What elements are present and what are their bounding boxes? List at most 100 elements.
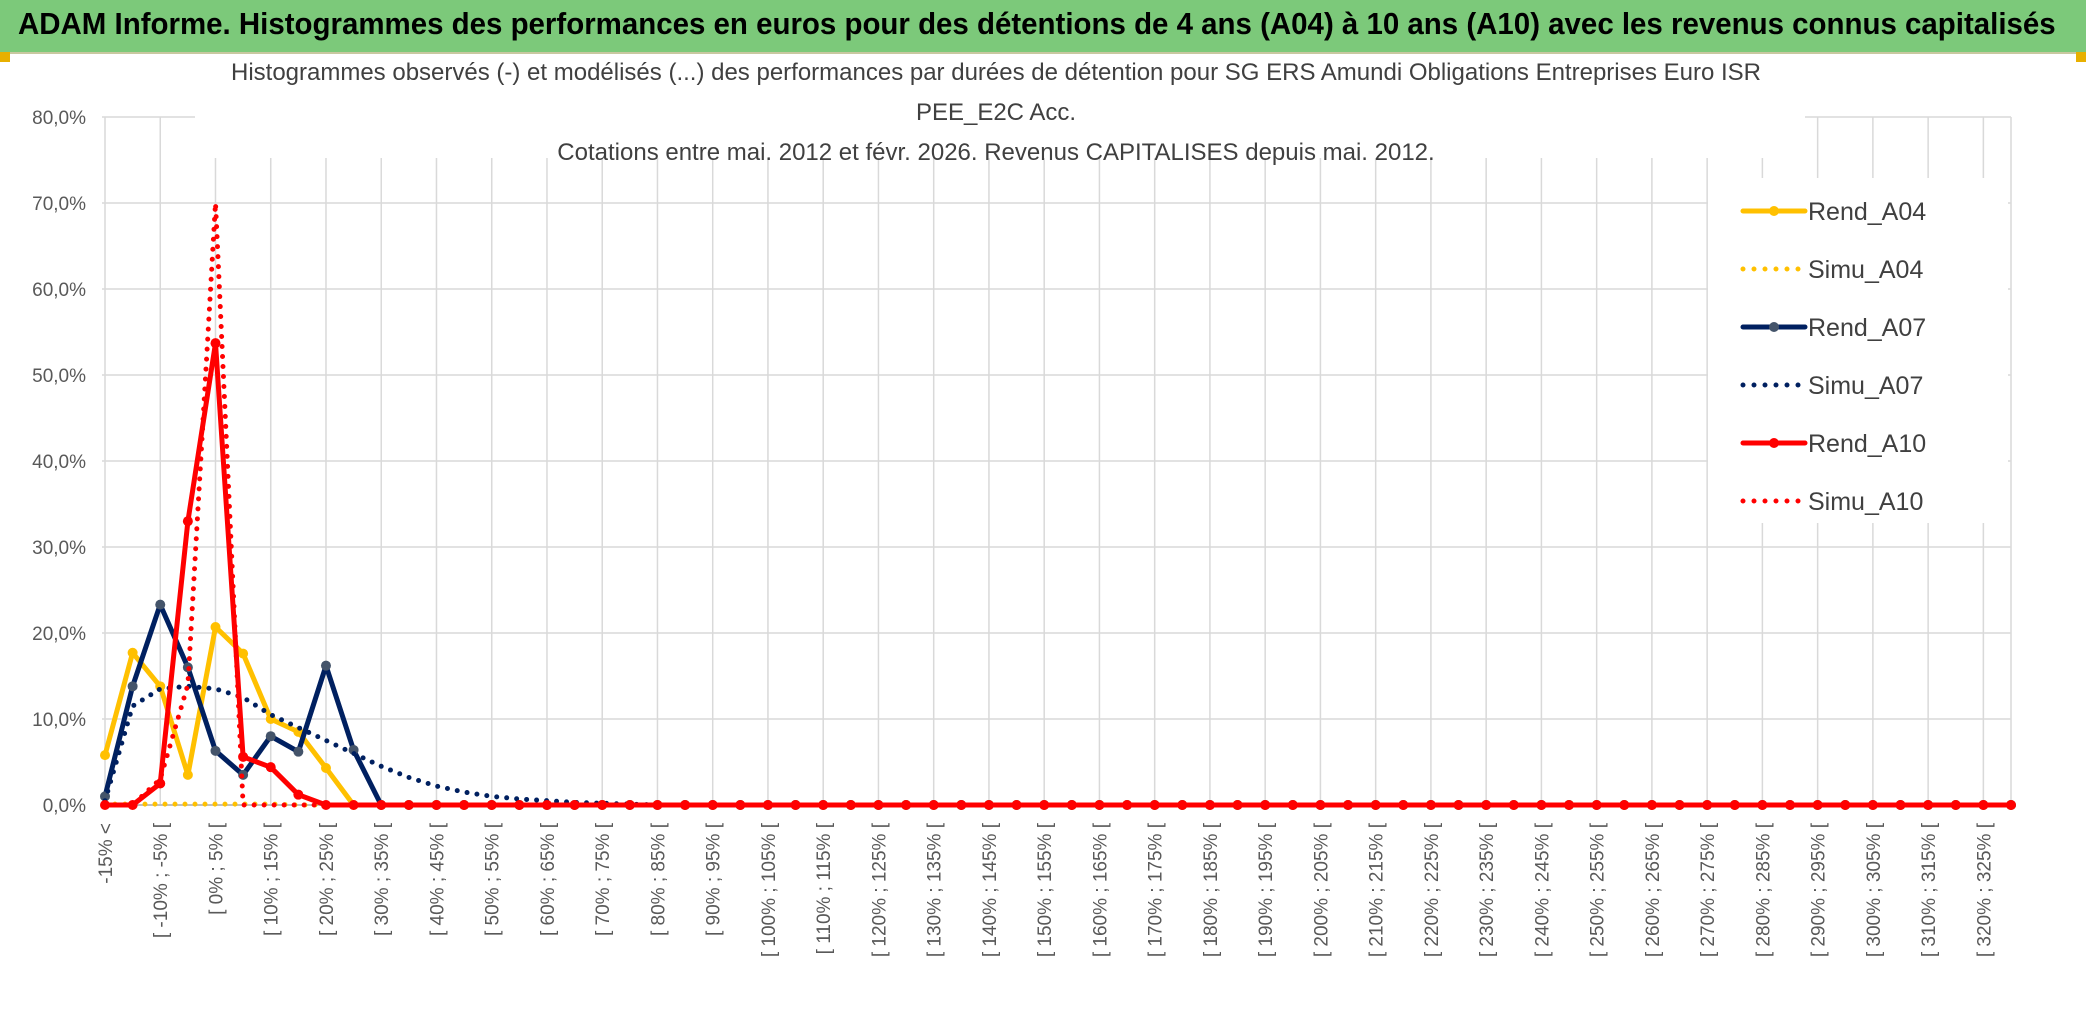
data-point-rend_a10: [403, 800, 414, 810]
report-title: ADAM Informe. Histogrammes des performan…: [18, 6, 2056, 41]
y-tick-label: 70,0%: [32, 194, 86, 215]
y-tick-label: 30,0%: [32, 538, 86, 559]
chart-title-line: PEE_E2C Acc.: [916, 99, 1076, 126]
x-tick-label: [ 280% ; 285% [: [1753, 822, 1774, 957]
legend-label: Simu_A04: [1808, 256, 1923, 284]
data-point-rend_a10: [376, 800, 387, 810]
x-tick-label: [ -10% ; -5% [: [151, 822, 172, 938]
x-tick-label: [ 90% ; 95% [: [704, 822, 725, 936]
data-point-rend_a10: [1204, 800, 1215, 810]
data-point-rend_a10: [1094, 800, 1105, 810]
series-line-simu_a10: [102, 200, 2014, 808]
legend-swatch-marker: [1769, 206, 1779, 216]
data-point-rend_a10: [983, 800, 994, 810]
x-tick-label: [ 240% ; 245% [: [1532, 822, 1553, 957]
data-point-rend_a04: [100, 750, 110, 761]
data-point-rend_a10: [652, 800, 663, 810]
title-background: [195, 58, 1805, 158]
x-tick-label: [ 180% ; 185% [: [1201, 822, 1222, 957]
data-point-rend_a07: [210, 745, 221, 756]
data-point-rend_a10: [1536, 800, 1547, 810]
corner-marker: [0, 52, 10, 62]
y-tick-label: 50,0%: [32, 366, 86, 387]
x-tick-label: [ 20% ; 25% [: [317, 822, 338, 936]
legend-label: Simu_A10: [1808, 488, 1923, 516]
x-tick-label: [ 80% ; 85% [: [648, 822, 669, 936]
data-point-rend_a10: [1812, 800, 1823, 810]
legend-swatch-marker: [1769, 438, 1779, 448]
data-point-rend_a10: [265, 762, 276, 773]
report-banner: ADAM Informe. Histogrammes des performan…: [0, 0, 2086, 54]
data-point-rend_a10: [845, 800, 856, 810]
x-tick-label: [ 40% ; 45% [: [427, 822, 448, 936]
x-tick-label: [ 320% ; 325% [: [1974, 822, 1995, 957]
x-tick-label: [ 190% ; 195% [: [1256, 822, 1277, 957]
data-point-rend_a04: [320, 763, 331, 774]
y-tick-label: 10,0%: [32, 710, 86, 731]
x-tick-label: [ 70% ; 75% [: [593, 822, 614, 936]
x-tick-label: [ 0% ; 5% [: [206, 822, 227, 915]
data-point-rend_a07: [127, 681, 138, 692]
x-tick-label: [ 110% ; 115% [: [814, 822, 835, 954]
data-point-rend_a10: [1122, 800, 1133, 810]
data-point-rend_a04: [238, 648, 249, 659]
data-point-rend_a10: [956, 800, 967, 810]
x-tick-label: [ 270% ; 275% [: [1698, 822, 1719, 957]
y-tick-label: 0,0%: [43, 796, 86, 817]
x-tick-label: [ 130% ; 135% [: [925, 822, 946, 957]
data-point-rend_a10: [182, 516, 193, 527]
data-point-rend_a10: [1453, 800, 1464, 810]
y-tick-label: 20,0%: [32, 624, 86, 645]
data-point-rend_a10: [1895, 800, 1906, 810]
data-point-rend_a07: [265, 731, 276, 742]
legend-label: Rend_A10: [1808, 430, 1926, 458]
y-tick-label: 40,0%: [32, 452, 86, 473]
data-point-rend_a10: [1674, 800, 1685, 810]
data-point-rend_a10: [2006, 800, 2016, 810]
x-tick-label: [ 140% ; 145% [: [980, 822, 1001, 957]
x-tick-label: [ 290% ; 295% [: [1809, 822, 1830, 957]
data-point-rend_a10: [541, 800, 552, 810]
x-tick-label: [ 60% ; 65% [: [538, 822, 559, 936]
x-tick-label: [ 200% ; 205% [: [1311, 822, 1332, 957]
data-point-rend_a10: [1425, 800, 1436, 810]
data-point-rend_a10: [1343, 800, 1354, 810]
data-point-rend_a10: [735, 800, 746, 810]
y-tick-label: 80,0%: [32, 108, 86, 129]
x-tick-label: [ 220% ; 225% [: [1422, 822, 1443, 957]
data-point-rend_a10: [1232, 800, 1243, 810]
series-line-rend_a04: [102, 624, 2014, 808]
data-point-rend_a04: [182, 769, 193, 780]
corner-marker: [2076, 52, 2086, 62]
chart-title-line: Cotations entre mai. 2012 et févr. 2026.…: [557, 139, 1434, 166]
data-point-rend_a10: [1785, 800, 1796, 810]
x-tick-label: [ 250% ; 255% [: [1588, 822, 1609, 957]
legend-swatch-marker: [1769, 322, 1779, 332]
legend-label: Rend_A07: [1808, 314, 1926, 342]
x-tick-label: [ 10% ; 15% [: [262, 822, 283, 936]
data-point-rend_a07: [155, 599, 166, 610]
x-tick-label: [ 150% ; 155% [: [1035, 822, 1056, 957]
x-tick-label: [ 170% ; 175% [: [1146, 822, 1167, 957]
data-point-rend_a10: [210, 338, 221, 349]
series-line-simu_a07: [102, 683, 2014, 808]
data-point-rend_a10: [293, 789, 304, 800]
data-point-rend_a10: [514, 800, 525, 810]
x-tick-label: [ 230% ; 235% [: [1477, 822, 1498, 957]
x-tick-label: [ 210% ; 215% [: [1367, 822, 1388, 957]
x-tick-label: [ 50% ; 55% [: [483, 822, 504, 936]
series-line-rend_a07: [102, 602, 2014, 808]
data-point-rend_a07: [293, 746, 304, 757]
data-point-rend_a04: [210, 621, 221, 632]
x-tick-label: [ 260% ; 265% [: [1643, 822, 1664, 957]
data-point-rend_a10: [1923, 800, 1934, 810]
data-point-rend_a10: [624, 800, 635, 810]
chart-title-line: Histogrammes observés (-) et modélisés (…: [231, 59, 1761, 86]
y-tick-label: 60,0%: [32, 280, 86, 301]
x-tick-label: [ 120% ; 125% [: [869, 822, 890, 957]
data-point-rend_a10: [1315, 800, 1326, 810]
data-point-rend_a04: [127, 647, 138, 658]
data-point-rend_a10: [873, 800, 884, 810]
x-tick-label: [ 310% ; 315% [: [1919, 822, 1940, 957]
legend-label: Rend_A04: [1808, 198, 1926, 226]
